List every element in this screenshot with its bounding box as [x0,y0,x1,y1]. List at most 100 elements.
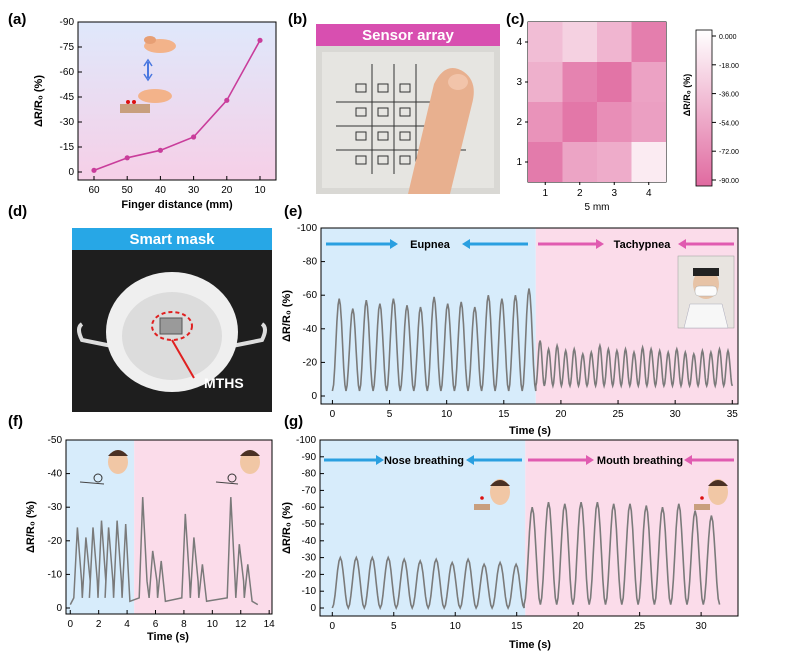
chart-breathing-f: 0 -10 -20 -30 -40 -50 0 2 4 6 8 10 12 14 Time (s) ΔR/… [25,435,275,643]
region-label-eupnea: Eupnea [410,239,451,251]
heatmap-cell [631,62,666,102]
face-icon-right [215,450,260,485]
panel-label-b: (b) [288,11,307,28]
y-tick-label: -90 [302,452,317,463]
y-tick-label: -100 [296,435,316,446]
y-tick-label: -20 [302,569,317,580]
x-tick-label: 3 [611,188,617,199]
y-tick-label: 1 [516,157,522,168]
y-tick-label: 2 [516,117,522,128]
x-tick-label: 8 [181,619,187,630]
c-xlabel: 5 mm [585,202,610,213]
data-point [124,155,130,161]
y-tick-label: -20 [48,536,63,547]
chart-breathing-g: 0 -10 -20 -30 -40 -50 -60 -70 -80 -90 -100 0 5 10 15 20… [281,435,739,651]
x-tick-label: 0 [330,409,336,420]
panel-label-d: (d) [8,203,27,220]
y-tick-label: -40 [303,324,318,335]
f-ylabel: ΔR/R₀ (%) [25,501,37,553]
x-tick-label: 12 [235,619,247,630]
colorbar-label: ΔR/R₀ (%) [682,74,692,117]
x-tick-label: 15 [511,621,523,632]
heatmap-cell [631,22,666,62]
heatmap-cell [597,102,632,142]
region-label-nose: Nose breathing [384,455,464,467]
x-tick-label: 20 [221,185,233,196]
colorbar-tick-label: -72.00 [719,149,739,156]
data-point [224,97,230,103]
y-tick-label: -75 [60,42,75,53]
x-tick-label: 5 [387,409,393,420]
data-point [191,134,197,140]
y-tick-label: -50 [302,519,317,530]
smart-mask-photo: Smart mask MTHS [72,228,272,412]
x-tick-label: 40 [155,185,167,196]
x-tick-label: 30 [188,185,200,196]
heatmap-cell [528,62,563,102]
y-tick-label: -10 [48,569,63,580]
y-tick-label: -30 [302,553,317,564]
x-tick-label: 14 [264,619,276,630]
y-tick-label: 0 [68,167,74,178]
heatmap-cell [631,142,666,182]
heatmap-cell [528,22,563,62]
panel-label-g: (g) [284,413,303,430]
heatmap-cell [562,142,597,182]
heatmap-cell [597,142,632,182]
y-tick-label: -15 [60,142,75,153]
y-tick-label: -40 [302,536,317,547]
smart-mask-image: MTHS [72,250,272,412]
y-tick-label: -60 [303,290,318,301]
x-tick-label: 0 [67,619,73,630]
person-photo [677,255,735,329]
x-tick-label: 20 [555,409,567,420]
x-tick-label: 2 [577,188,583,199]
y-tick-label: -50 [48,435,63,446]
plot-e-frame [320,227,739,405]
mouth-arrow [528,455,734,465]
mouth-face-icon [694,479,728,510]
y-tick-label: -60 [60,67,75,78]
x-tick-label: 0 [330,621,336,632]
x-tick-label: 10 [254,185,266,196]
x-tick-label: 10 [450,621,462,632]
region-label-mouth: Mouth breathing [597,455,683,467]
series-line-e [331,288,734,392]
heatmap-cell [562,62,597,102]
heatmap-cell [597,22,632,62]
y-tick-label: -80 [303,257,318,268]
e-xlabel: Time (s) [509,425,551,437]
sensor-array-photo: Sensor array [316,24,500,194]
x-tick-label: 10 [441,409,453,420]
heatmap-cell [597,62,632,102]
x-tick-label: 15 [498,409,510,420]
sensor-array-image [316,46,500,194]
panel-label-c: (c) [506,11,524,28]
f-xlabel: Time (s) [147,631,189,643]
y-tick-label: -40 [48,469,63,480]
colorbar [695,29,713,187]
heatmap-cell [562,22,597,62]
y-tick-label: -90 [60,17,75,28]
colorbar-tick-label: -90.00 [719,178,739,185]
x-tick-label: 35 [727,409,739,420]
series-line-f [69,497,259,606]
colorbar-tick-label: -18.00 [719,63,739,70]
x-tick-label: 30 [696,621,708,632]
data-point [257,37,263,43]
colorbar-tick-label: -54.00 [719,120,739,127]
e-ylabel: ΔR/R₀ (%) [281,290,293,342]
data-point [157,147,163,153]
y-tick-label: -20 [303,357,318,368]
heatmap-cell [528,142,563,182]
plot-f-frame [65,439,273,615]
y-tick-label: -30 [60,117,75,128]
y-tick-label: 0 [310,603,316,614]
x-tick-label: 4 [646,188,652,199]
tachypnea-arrow [538,239,734,249]
background-region [320,440,526,616]
hand-illustration [120,36,176,113]
x-tick-label: 1 [542,188,548,199]
chart-heatmap: 1 2 3 4 1 2 3 4 5 mm 0.000 -18.00 -36.00 -54.00 -72… [516,21,739,213]
panel-label-a: (a) [8,11,26,28]
